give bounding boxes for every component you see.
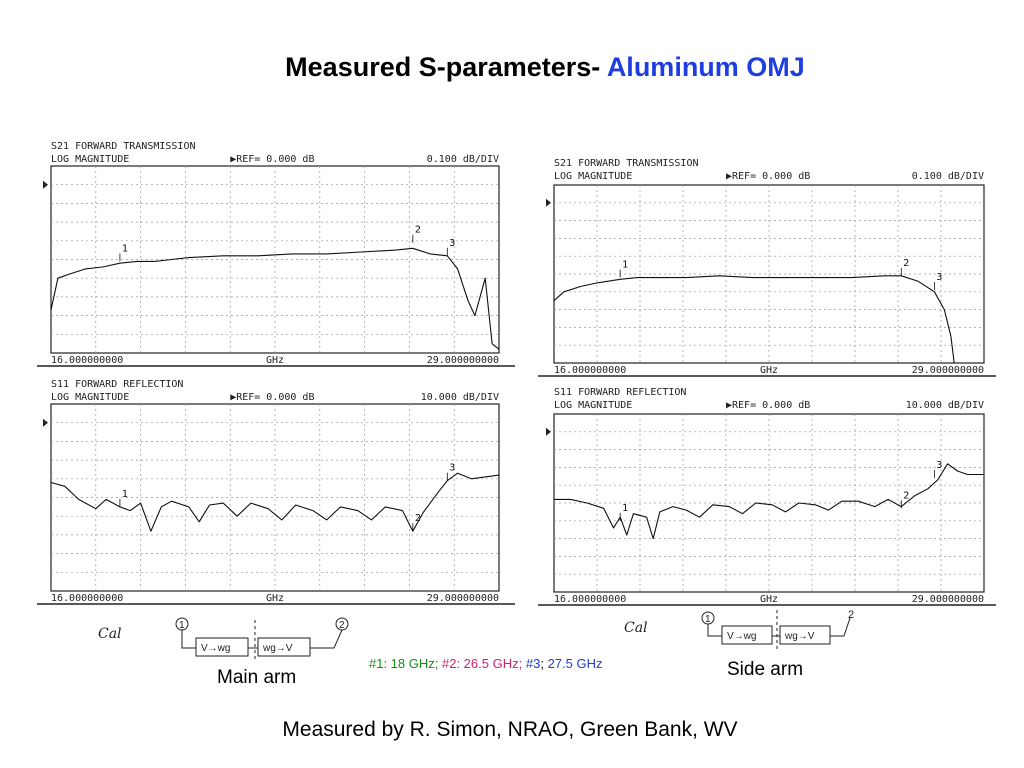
chart-svg-side-s21: S21 FORWARD TRANSMISSION LOG MAGNITUDE ▶RE…: [538, 158, 996, 377]
measurement-trace: [553, 275, 955, 364]
port-1-label: 1: [179, 620, 185, 631]
adapter-box-2: [779, 625, 831, 645]
chart-header-format: LOG MAGNITUDE: [554, 400, 632, 411]
chart-header-parameter: S11 FORWARD REFLECTION: [554, 387, 686, 398]
x-unit-label: GHz: [760, 365, 778, 376]
adapter-box-2-label: wg→V: [784, 631, 815, 642]
caption-main-arm: Main arm: [217, 667, 297, 688]
marker-label: 3: [449, 238, 455, 249]
x-start-label: 16.000000000: [554, 365, 626, 376]
x-end-label: 29.000000000: [427, 593, 499, 604]
ref-level-arrow: [546, 427, 551, 436]
x-start-label: 16.000000000: [51, 355, 123, 366]
port-1-label: 1: [705, 614, 711, 625]
chart-header-parameter: S21 FORWARD TRANSMISSION: [51, 141, 196, 152]
adapter-box-2-label: wg→V: [262, 643, 293, 654]
chart-panel-main-s11: S11 FORWARD REFLECTION LOG MAGNITUDE ▶REF=…: [37, 376, 515, 614]
adapter-box-1: [721, 625, 773, 645]
ref-level-arrow: [43, 418, 48, 427]
marker-legend-3-sep: ;: [540, 656, 544, 671]
chart-ref-level: ▶REF= 0.000 dB: [230, 392, 314, 403]
marker-legend: #1: 18 GHz; #2: 26.5 GHz; #3; 27.5 GHz: [369, 656, 602, 671]
chart-scale: 0.100 dB/DIV: [912, 171, 984, 182]
chart-ref-level: ▶REF= 0.000 dB: [726, 400, 810, 411]
x-end-label: 29.000000000: [912, 594, 984, 605]
marker-legend-3-value: 27.5 GHz: [547, 656, 603, 671]
adapter-box-2: [257, 637, 311, 657]
chart-svg-side-s11: S11 FORWARD REFLECTION LOG MAGNITUDE ▶REF=…: [538, 387, 996, 606]
x-end-label: 29.000000000: [427, 355, 499, 366]
x-start-label: 16.000000000: [554, 594, 626, 605]
chart-ref-level: ▶REF= 0.000 dB: [230, 154, 314, 165]
cable-line: [181, 630, 196, 649]
marker-label: 2: [415, 225, 421, 236]
marker-label: 2: [415, 513, 421, 524]
setup-sketch-main: Cal 1 V→wg wg→V 2: [98, 617, 349, 660]
marker-legend-3-label: #3: [525, 656, 541, 671]
marker-label: 2: [903, 490, 909, 501]
port-2-circle: [335, 617, 349, 631]
measurement-trace: [50, 472, 500, 532]
measurement-trace: [50, 247, 500, 350]
marker-label: 1: [122, 243, 128, 254]
adapter-box-1-label: V→wg: [201, 643, 230, 654]
chart-svg-main-s21: S21 FORWARD TRANSMISSION LOG MAGNITUDE ▶RE…: [37, 141, 515, 367]
marker-label: 3: [936, 272, 942, 283]
x-unit-label: GHz: [266, 593, 284, 604]
marker-label: 1: [622, 260, 628, 271]
adapter-box-1: [195, 637, 249, 657]
chart-header-format: LOG MAGNITUDE: [554, 171, 632, 182]
marker-label: 3: [936, 460, 942, 471]
marker-legend-1: #1: 18 GHz;: [369, 656, 439, 671]
x-unit-label: GHz: [266, 355, 284, 366]
chart-header-parameter: S11 FORWARD REFLECTION: [51, 379, 183, 390]
chart-svg-main-s11: S11 FORWARD REFLECTION LOG MAGNITUDE ▶REF=…: [37, 379, 515, 605]
sketch-cal-label: Cal: [624, 620, 648, 636]
credit-line: Measured by R. Simon, NRAO, Green Bank, …: [282, 718, 738, 741]
marker-label: 3: [449, 463, 455, 474]
ref-level-arrow: [546, 198, 551, 207]
marker-label: 1: [622, 503, 628, 514]
ref-level-arrow: [43, 180, 48, 189]
chart-panel-side-s21: S21 FORWARD TRANSMISSION LOG MAGNITUDE ▶RE…: [538, 155, 996, 385]
chart-header-parameter: S21 FORWARD TRANSMISSION: [554, 158, 699, 169]
slide-title: Measured S-parameters- Aluminum OMJ: [0, 52, 1024, 83]
cable-line: [310, 629, 343, 649]
port-2-label: 2: [848, 609, 854, 621]
marker-label: 2: [903, 258, 909, 269]
cable-line: [830, 617, 851, 637]
marker-label: 1: [122, 489, 128, 500]
slide-title-highlight: Aluminum OMJ: [606, 52, 805, 82]
x-start-label: 16.000000000: [51, 593, 123, 604]
chart-panel-main-s21: S21 FORWARD TRANSMISSION LOG MAGNITUDE ▶RE…: [37, 138, 515, 376]
caption-side-arm: Side arm: [727, 659, 804, 680]
chart-panel-side-s11: S11 FORWARD REFLECTION LOG MAGNITUDE ▶REF=…: [538, 384, 996, 614]
x-unit-label: GHz: [760, 594, 778, 605]
cable-line: [707, 624, 722, 637]
adapter-box-1-label: V→wg: [727, 631, 756, 642]
x-end-label: 29.000000000: [912, 365, 984, 376]
setup-sketch-side: Cal 1 V→wg wg→V 2: [624, 609, 854, 650]
slide-title-main: Measured S-parameters-: [285, 52, 607, 82]
chart-ref-level: ▶REF= 0.000 dB: [726, 171, 810, 182]
sketch-cal-label: Cal: [98, 626, 122, 642]
chart-header-format: LOG MAGNITUDE: [51, 392, 129, 403]
measurement-trace: [554, 463, 984, 540]
chart-header-format: LOG MAGNITUDE: [51, 154, 129, 165]
chart-scale: 10.000 dB/DIV: [421, 392, 499, 403]
port-2-label: 2: [339, 620, 345, 631]
marker-legend-2: #2: 26.5 GHz;: [442, 656, 523, 671]
chart-scale: 10.000 dB/DIV: [906, 400, 984, 411]
chart-scale: 0.100 dB/DIV: [427, 154, 499, 165]
